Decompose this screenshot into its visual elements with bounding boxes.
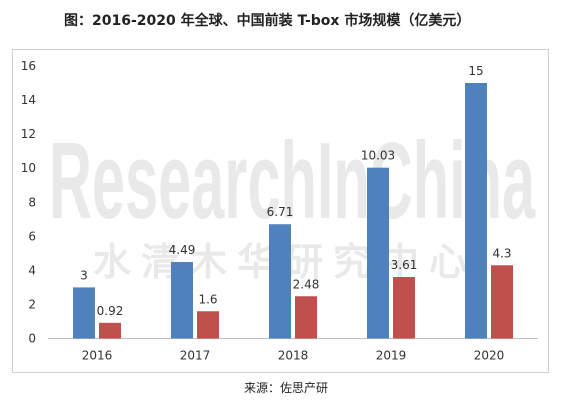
bar-series1-2018 [269, 224, 291, 339]
data-label: 6.71 [267, 205, 294, 219]
x-tick-label: 2016 [82, 349, 113, 363]
y-tick-label: 16 [21, 59, 36, 73]
y-tick-label: 4 [28, 263, 36, 277]
data-label: 1.6 [198, 292, 217, 306]
y-tick-label: 14 [21, 93, 36, 107]
bar-series1-2016 [73, 287, 95, 339]
y-tick-label: 12 [21, 127, 36, 141]
y-tick-label: 8 [28, 195, 36, 209]
y-tick-label: 0 [28, 332, 36, 346]
data-label: 15 [468, 64, 483, 78]
bars: 3 0.92 4.49 1.6 6.71 2.48 10.03 3.61 15 4.3 [73, 64, 513, 339]
bar-series1-2017 [171, 262, 193, 339]
y-axis-ticks: 0 2 4 6 8 10 12 14 16 [21, 59, 36, 346]
x-tick-label: 2020 [474, 349, 505, 363]
data-label: 3.61 [391, 258, 418, 272]
data-label: 0.92 [97, 304, 124, 318]
bar-series1-2020 [465, 83, 487, 339]
watermark-en: ResearchInChina [49, 120, 536, 242]
x-tick-label: 2017 [180, 349, 211, 363]
source-note: 来源：佐思产研 [243, 381, 328, 395]
bar-series2-2019 [393, 277, 415, 339]
data-label: 4.3 [492, 246, 511, 260]
data-label: 3 [80, 268, 88, 282]
y-tick-label: 6 [28, 229, 36, 243]
data-label: 10.03 [361, 149, 395, 163]
bar-series1-2019 [367, 167, 389, 339]
y-tick-label: 2 [28, 297, 36, 311]
bar-series2-2016 [99, 322, 121, 339]
bar-series2-2018 [295, 296, 317, 339]
chart-title: 图：2016-2020 年全球、中国前装 T-box 市场规模（亿美元） [64, 13, 471, 29]
data-label: 4.49 [169, 243, 196, 257]
x-axis-ticks: 2016 2017 2018 2019 2020 [82, 349, 505, 363]
y-tick-label: 10 [21, 161, 36, 175]
x-tick-label: 2018 [278, 349, 309, 363]
bar-series2-2020 [491, 265, 513, 339]
watermark: ResearchInChina 水清木华研究中心 [49, 120, 536, 284]
data-label: 2.48 [293, 277, 320, 291]
bar-series2-2017 [197, 311, 219, 339]
x-tick-label: 2019 [376, 349, 407, 363]
